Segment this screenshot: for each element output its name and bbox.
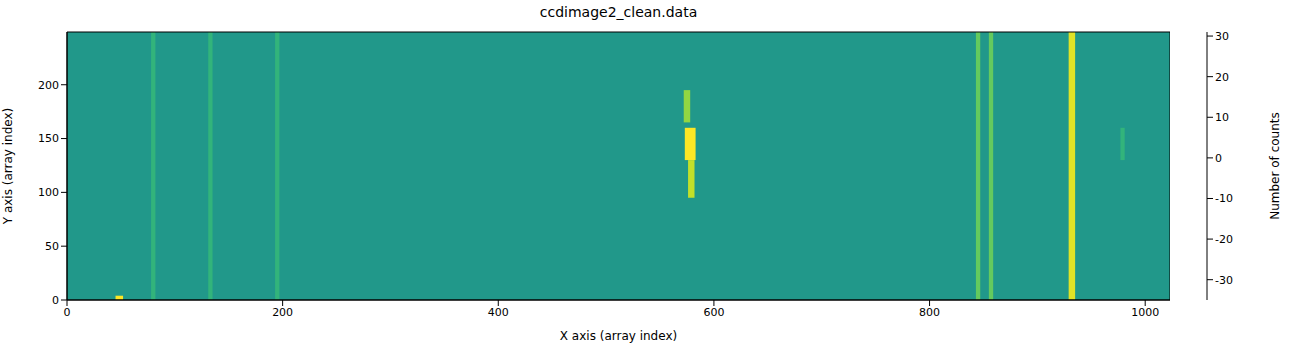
svg-text:-10: -10 (1215, 192, 1233, 205)
svg-text:600: 600 (703, 306, 724, 319)
svg-text:50: 50 (45, 240, 59, 253)
svg-text:0: 0 (64, 306, 71, 319)
html-text:ccdimage2_clean.data: ccdimage2_clean.data (539, 4, 698, 20)
svg-text:200: 200 (38, 79, 59, 92)
svg-text:0: 0 (52, 294, 59, 307)
svg-text:0: 0 (1215, 152, 1222, 165)
svg-text:200: 200 (272, 306, 293, 319)
svg-text:1000: 1000 (1131, 306, 1159, 319)
svg-text:Y axis (array index): Y axis (array index) (1, 108, 15, 225)
svg-text:150: 150 (38, 132, 59, 145)
svg-text:30: 30 (1215, 30, 1229, 43)
svg-text:Number of counts: Number of counts (1268, 112, 1282, 220)
svg-text:800: 800 (919, 306, 940, 319)
svg-text:-20: -20 (1215, 233, 1233, 246)
svg-text:400: 400 (488, 306, 509, 319)
svg-text:X axis (array index): X axis (array index) (560, 329, 677, 343)
svg-text:-30: -30 (1215, 274, 1233, 287)
svg-text:20: 20 (1215, 71, 1229, 84)
svg-text:100: 100 (38, 186, 59, 199)
svg-text:10: 10 (1215, 111, 1229, 124)
